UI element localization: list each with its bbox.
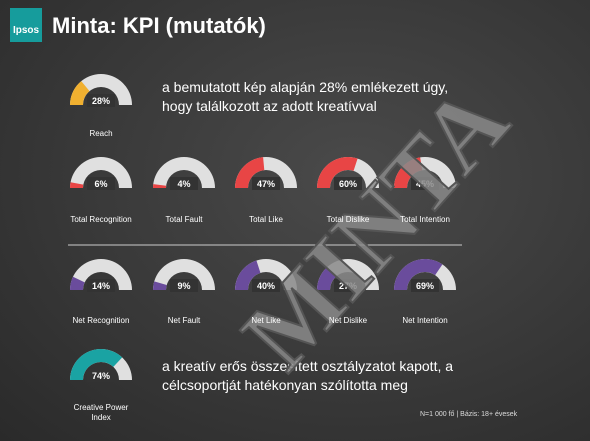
value-box <box>87 369 115 382</box>
value-label: 14% <box>92 281 110 291</box>
logo: Ipsos <box>13 25 40 36</box>
value-label: 45% <box>416 179 434 189</box>
gauge-fill <box>70 276 85 290</box>
value-label: 9% <box>177 281 190 291</box>
reach-text: hogy találkozott az adott kreatívval <box>162 98 377 114</box>
gauge-fill <box>153 281 167 290</box>
gauge-track <box>153 259 215 290</box>
value-box <box>170 177 198 190</box>
cpi-text: a kreatív erős összesített osztályzatot … <box>162 358 453 374</box>
gauge-label: Total Dislike <box>326 215 370 224</box>
gauge-track <box>70 157 132 188</box>
gauge-track <box>70 74 132 105</box>
gauge-fill <box>394 258 443 290</box>
gauge-track <box>70 259 132 290</box>
gauge-label: Total Intention <box>400 215 450 224</box>
value-label: 28% <box>92 96 110 106</box>
gauge-label: Creative Power Index <box>73 403 129 422</box>
gauge-label: Total Recognition <box>70 215 132 224</box>
gauge-track <box>153 157 215 188</box>
gauge-fill <box>317 156 358 188</box>
value-label: 74% <box>92 371 110 381</box>
value-label: 47% <box>257 179 275 189</box>
gauge-label: Reach <box>89 129 113 138</box>
value-box <box>87 177 115 190</box>
gauge-fill <box>235 260 261 290</box>
logo-box <box>10 8 42 42</box>
title: Minta: KPI (mutatók) <box>52 13 266 38</box>
value-box <box>170 279 198 292</box>
footnote: N=1 000 fő | Bázis: 18+ évesek <box>420 411 518 418</box>
value-box <box>252 279 280 292</box>
value-box <box>87 94 115 107</box>
gauge-fill <box>70 182 84 188</box>
gauge-fill <box>153 184 167 188</box>
value-label: 4% <box>177 179 190 189</box>
gauge-fill <box>235 157 265 188</box>
value-box <box>411 177 439 190</box>
gauge-label: Net Like <box>251 316 281 325</box>
reach-text: a bemutatott kép alapján 28% emlékezett … <box>162 79 448 95</box>
gauge-label: Net Dislike <box>328 316 368 325</box>
gauge-fill <box>70 81 90 105</box>
gauge-label: Total Like <box>249 215 283 224</box>
value-box <box>87 279 115 292</box>
value-label: 40% <box>257 281 275 291</box>
value-label: 60% <box>339 179 357 189</box>
gauge-fill <box>394 157 423 188</box>
value-box <box>411 279 439 292</box>
value-label: 27% <box>339 281 357 291</box>
gauge-label: Net Recognition <box>72 316 130 325</box>
gauge-label: Total Fault <box>165 215 203 224</box>
gauge-label: Net Intention <box>402 316 448 325</box>
gauge-fill <box>70 348 123 380</box>
value-box <box>334 177 362 190</box>
gauge-track <box>317 259 379 290</box>
value-label: 69% <box>416 281 434 291</box>
cpi-text: célcsoportját hatékonyan szólította meg <box>162 377 408 393</box>
value-box <box>252 177 280 190</box>
value-label: 6% <box>94 179 107 189</box>
value-box <box>334 279 362 292</box>
gauge-label: Net Fault <box>167 316 201 325</box>
gauge-fill <box>317 266 337 290</box>
